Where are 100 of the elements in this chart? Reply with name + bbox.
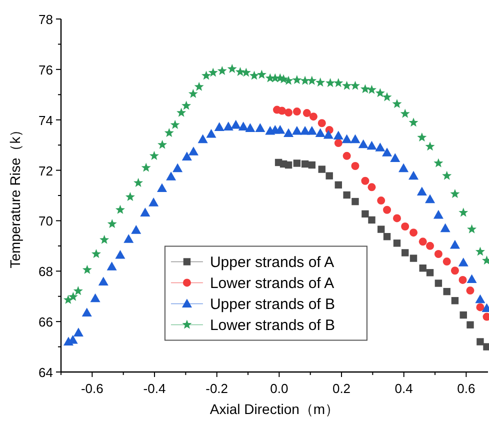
point <box>368 183 376 192</box>
point <box>198 134 208 144</box>
point <box>245 123 256 132</box>
point <box>483 343 489 350</box>
point <box>158 140 168 149</box>
y-tick-label: 72 <box>38 163 53 178</box>
point <box>141 162 151 172</box>
point <box>63 294 73 304</box>
point <box>475 246 485 256</box>
point <box>417 132 427 142</box>
point <box>148 198 159 206</box>
point <box>401 249 409 256</box>
legend-label: Lower strands of A <box>210 275 334 292</box>
point <box>334 139 342 148</box>
y-tick-label: 68 <box>38 264 53 280</box>
point <box>182 100 192 110</box>
point <box>366 140 377 150</box>
point <box>82 308 92 317</box>
point <box>256 70 266 79</box>
point <box>107 218 117 228</box>
point <box>292 75 302 84</box>
point <box>115 250 126 259</box>
point <box>434 158 444 168</box>
point <box>401 222 410 231</box>
point <box>115 204 125 214</box>
point <box>206 128 216 138</box>
point <box>217 66 227 75</box>
point <box>255 123 266 132</box>
x-axis-title: Axial Direction（m） <box>210 401 340 417</box>
point <box>466 274 477 284</box>
point <box>350 134 360 144</box>
point <box>400 108 410 118</box>
point <box>476 303 484 312</box>
point <box>458 208 468 217</box>
point <box>377 226 385 233</box>
point <box>100 234 110 244</box>
y-tick-label: 74 <box>38 112 53 128</box>
point <box>73 286 83 296</box>
y-tick-label: 66 <box>38 314 53 330</box>
point <box>450 240 460 249</box>
point <box>342 134 352 144</box>
point <box>426 242 434 250</box>
legend-label: Upper strands of B <box>210 296 336 314</box>
point <box>440 223 450 232</box>
point <box>326 78 336 88</box>
point <box>451 297 459 304</box>
point <box>442 170 452 180</box>
point <box>476 338 484 346</box>
point <box>326 172 333 180</box>
point <box>382 148 392 156</box>
point <box>302 109 311 118</box>
point <box>91 249 101 258</box>
x-tick-label: -0.6 <box>80 381 104 396</box>
point <box>293 160 301 167</box>
point <box>419 264 426 272</box>
point <box>318 119 326 128</box>
point <box>238 122 248 130</box>
point <box>90 293 100 302</box>
point <box>166 172 176 180</box>
point <box>368 216 376 224</box>
point <box>434 280 442 287</box>
point <box>278 106 286 115</box>
x-tick-label: -0.4 <box>143 381 166 396</box>
point <box>350 80 360 90</box>
point <box>98 276 108 286</box>
y-tick-label: 70 <box>38 214 53 229</box>
point <box>156 183 167 192</box>
point <box>408 170 419 180</box>
x-tick-label: 0.4 <box>394 381 413 396</box>
point <box>249 70 259 80</box>
point <box>426 269 434 276</box>
point <box>315 128 326 138</box>
point <box>458 276 467 284</box>
point <box>466 321 474 328</box>
legend-label: Lower strands of B <box>210 317 336 334</box>
point <box>172 163 183 172</box>
point <box>383 206 392 214</box>
point <box>170 120 180 129</box>
point <box>275 124 286 134</box>
point <box>410 254 418 262</box>
point <box>223 122 234 130</box>
point <box>362 210 369 218</box>
point <box>443 288 450 296</box>
point <box>316 78 326 87</box>
x-tick-label: 0.0 <box>270 381 288 396</box>
point <box>176 108 186 117</box>
point <box>307 76 317 85</box>
point <box>182 152 192 160</box>
point <box>375 142 386 152</box>
point <box>361 176 370 185</box>
point <box>106 262 117 270</box>
point <box>390 153 400 162</box>
point <box>125 192 135 202</box>
point <box>292 126 302 135</box>
point <box>134 178 144 187</box>
point <box>308 161 316 169</box>
point <box>334 78 344 88</box>
point <box>131 225 142 234</box>
x-tick-label: -0.2 <box>206 381 228 396</box>
point <box>425 194 436 204</box>
